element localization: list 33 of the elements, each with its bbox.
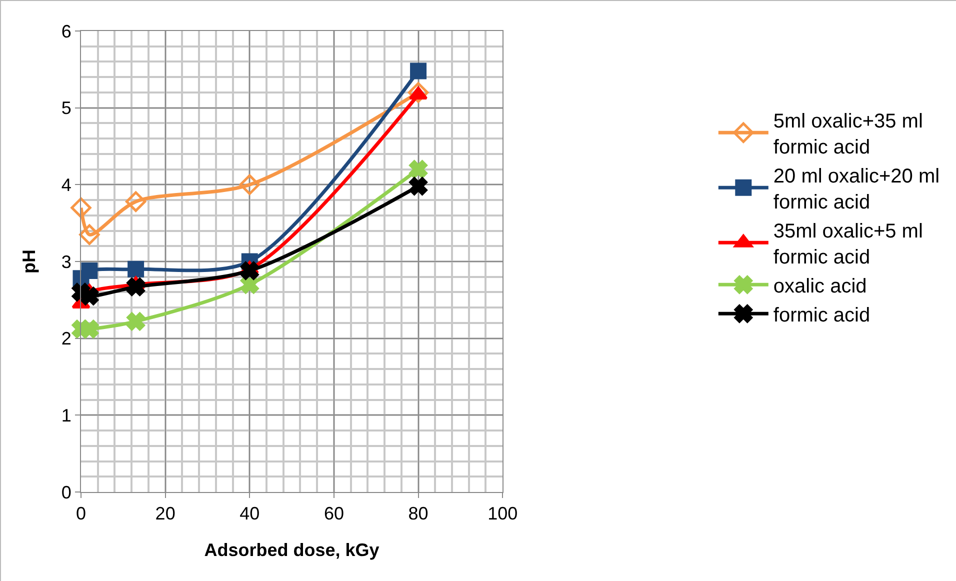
point: [128, 260, 144, 278]
point: [81, 262, 98, 279]
y-tick-label: 1: [61, 405, 72, 426]
point: [408, 82, 429, 103]
legend-label: 5ml oxalic+35 ml formic acid: [773, 110, 923, 158]
legend-label: formic acid: [773, 304, 870, 326]
y-tick-label: 2: [61, 328, 72, 349]
y-tick-label: 4: [61, 174, 72, 195]
y-axis-title: pH: [19, 250, 39, 274]
x-tick-label: 100: [488, 504, 518, 524]
x-tick-label: 60: [324, 504, 344, 524]
x-tick-label: 80: [408, 504, 428, 524]
point: [79, 224, 100, 245]
x-tick-label: 0: [76, 504, 86, 524]
point: [125, 191, 146, 212]
point: [240, 262, 259, 280]
y-tick-label: 0: [61, 482, 72, 502]
x-axis-title: Adsorbed dose, kGy: [204, 540, 380, 560]
point: [70, 197, 92, 218]
point: [80, 286, 99, 306]
x-tick-label: 20: [155, 504, 176, 524]
x-tick-label: 40: [240, 504, 260, 524]
point: [410, 62, 427, 80]
point: [126, 278, 145, 296]
legend-label: 20 ml oxalic+20 ml formic acid: [773, 165, 940, 214]
y-tick-label: 6: [61, 21, 72, 42]
y-tick-label: 5: [61, 98, 72, 118]
y-tick-label: 3: [61, 252, 72, 272]
legend-label: oxalic acid: [773, 275, 867, 298]
point: [409, 160, 428, 178]
point: [126, 312, 145, 331]
point: [409, 177, 428, 196]
point: [239, 174, 260, 196]
